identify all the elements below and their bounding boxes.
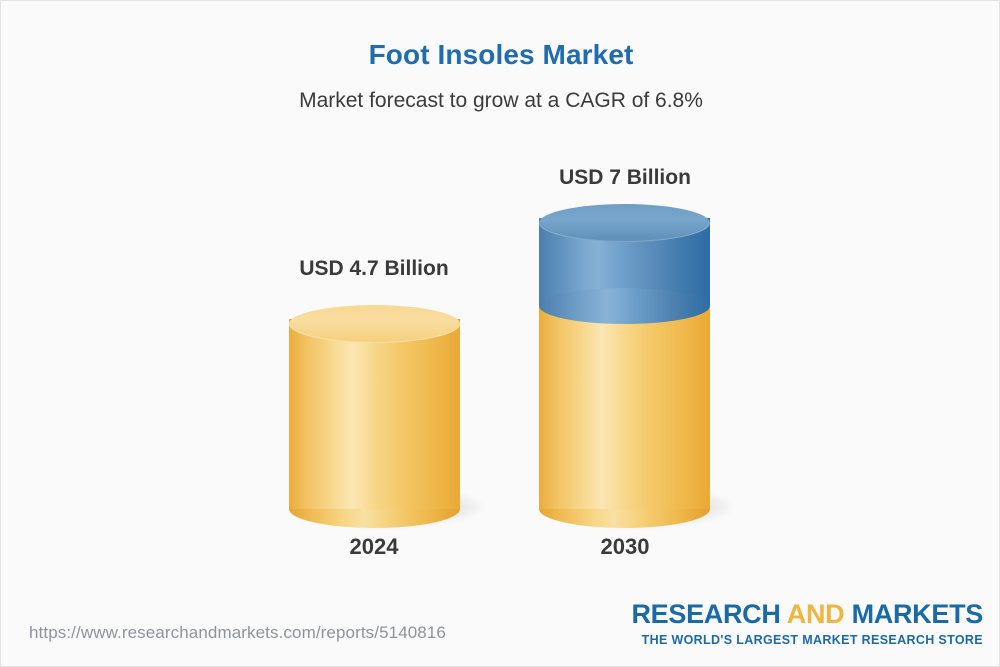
chart-subtitle: Market forecast to grow at a CAGR of 6.8…	[299, 89, 703, 112]
brand-logo[interactable]: RESEARCH AND MARKETS THE WORLD'S LARGEST…	[631, 601, 983, 648]
value-label-2030: USD 7 Billion	[559, 166, 691, 189]
brand-tagline: THE WORLD'S LARGEST MARKET RESEARCH STOR…	[641, 633, 983, 647]
cylinder-top-cap-2024	[289, 305, 460, 343]
category-label-2030: 2030	[600, 534, 650, 559]
brand-word-research: RESEARCH	[631, 599, 781, 629]
chart-title: Foot Insoles Market	[368, 39, 634, 70]
brand-word-and: AND	[786, 599, 845, 629]
cylinder-body-fill-2024	[289, 319, 460, 509]
category-label-2024: 2024	[349, 534, 399, 559]
value-label-2024: USD 4.7 Billion	[299, 257, 449, 280]
cylinder-body-2024	[289, 319, 460, 509]
cylinder-base-segment-2030	[539, 306, 710, 509]
cylinder-segment-divider-2030	[539, 288, 710, 324]
source-url[interactable]: https://www.researchandmarkets.com/repor…	[29, 623, 446, 642]
cylinder-top-cap-2030	[539, 204, 710, 242]
plot-area: USD 4.7 Billion 2024 USD 7 Billion	[1, 1, 999, 601]
cylinder-base-fill-2030	[539, 306, 710, 509]
brand-logo-wordmark: RESEARCH AND MARKETS	[631, 601, 983, 628]
brand-word-markets: MARKETS	[851, 599, 984, 629]
